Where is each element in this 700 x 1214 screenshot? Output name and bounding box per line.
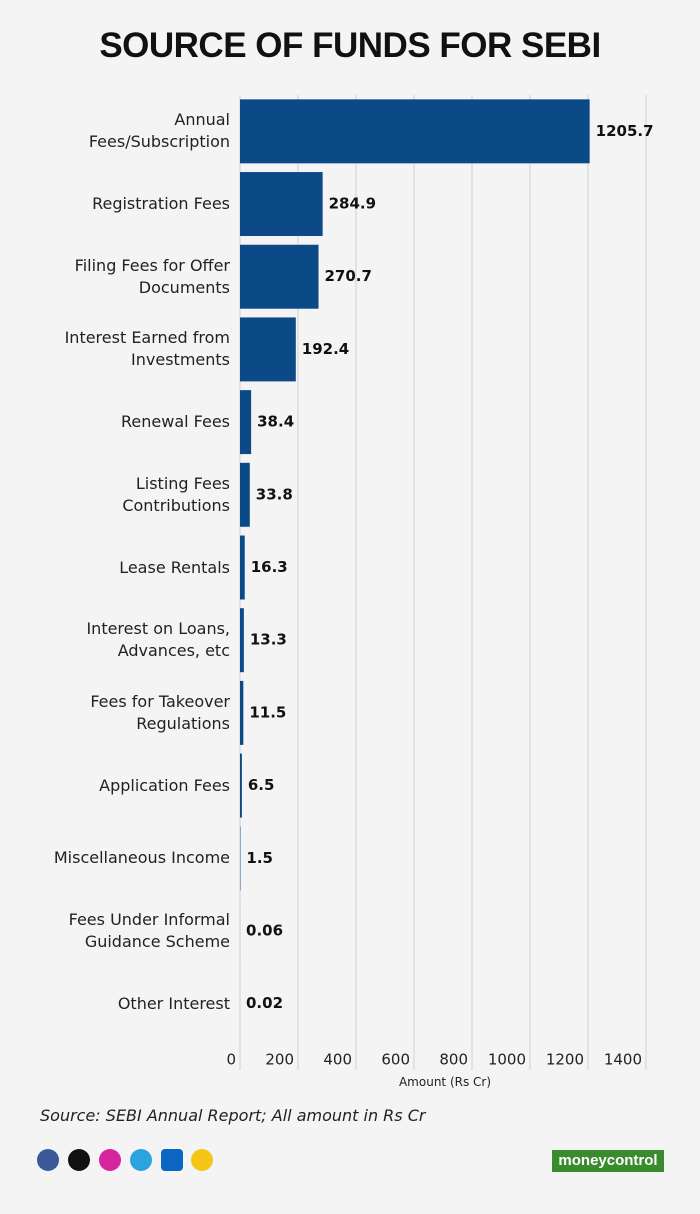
bar [240, 99, 590, 164]
y-tick-label: Filing Fees for Offer Documents [74, 255, 230, 297]
bar [240, 244, 319, 309]
y-tick-label: Application Fees [99, 775, 230, 795]
value-label: 1.5 [246, 849, 273, 867]
bar [240, 462, 250, 527]
bar [240, 680, 244, 745]
y-tick-label: Interest Earned from Investments [64, 328, 230, 370]
value-label: 1205.7 [596, 122, 654, 140]
value-label: 6.5 [248, 776, 275, 794]
x-tick-label: 200 [265, 1051, 294, 1069]
value-label: 0.06 [246, 921, 283, 939]
y-tick-label: Annual Fees/Subscription [88, 110, 230, 152]
y-tick-label: Lease Rentals [119, 557, 230, 577]
chart-title: SOURCE OF FUNDS FOR SEBI [99, 26, 601, 65]
x-tick-label: 1000 [488, 1051, 526, 1069]
value-label: 13.3 [250, 631, 287, 649]
bar [240, 317, 296, 382]
bar [240, 172, 323, 237]
x-tick-label: 600 [381, 1051, 410, 1069]
bar [240, 608, 244, 673]
y-tick-label: Listing Fees Contributions [122, 473, 230, 515]
y-tick-label: Fees Under Informal Guidance Scheme [68, 909, 230, 951]
bar [240, 535, 245, 600]
x-tick-label: 0 [226, 1051, 236, 1069]
value-label: 38.4 [257, 413, 294, 431]
value-label: 0.02 [246, 994, 283, 1012]
x-axis-label: Amount (Rs Cr) [398, 1075, 492, 1089]
bar [240, 390, 252, 455]
value-label: 16.3 [251, 558, 288, 576]
value-label: 33.8 [256, 485, 293, 503]
y-tick-label: Other Interest [117, 993, 230, 1013]
y-tick-label: Registration Fees [92, 194, 230, 214]
value-label: 284.9 [329, 195, 376, 213]
bar [240, 753, 242, 818]
x-tick-label: 800 [439, 1051, 468, 1069]
x-tick-label: 400 [323, 1051, 352, 1069]
x-tick-label: 1200 [546, 1051, 584, 1069]
y-tick-label: Miscellaneous Income [53, 848, 230, 868]
brand-logo: moneycontrol [552, 1150, 664, 1172]
source-note: Source: SEBI Annual Report; All amount i… [40, 1106, 426, 1125]
social-icons [37, 1149, 213, 1171]
x-tick-label: 1400 [604, 1051, 642, 1069]
y-tick-label: Interest on Loans, Advances, etc [86, 619, 230, 661]
value-label: 11.5 [249, 703, 286, 721]
value-label: 270.7 [325, 267, 372, 285]
y-tick-label: Fees for Takeover Regulations [90, 691, 230, 733]
y-tick-label: Renewal Fees [121, 412, 230, 432]
value-label: 192.4 [302, 340, 349, 358]
